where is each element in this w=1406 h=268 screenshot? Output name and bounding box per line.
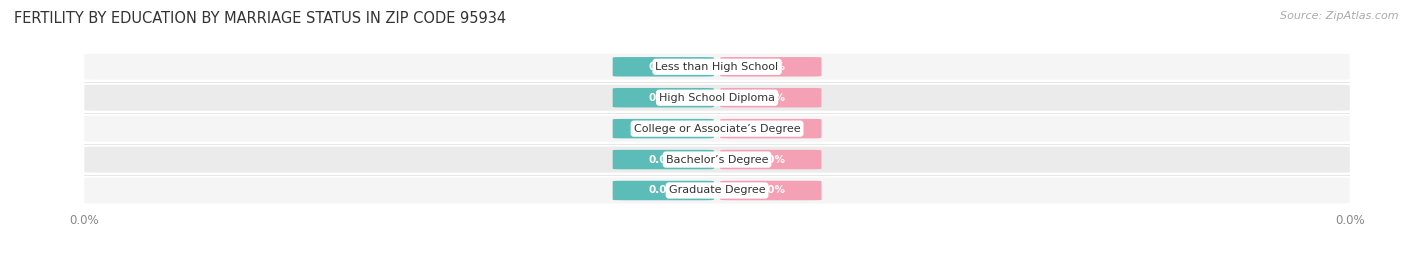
FancyBboxPatch shape — [84, 54, 1350, 80]
Text: 0.0%: 0.0% — [648, 93, 678, 103]
FancyBboxPatch shape — [720, 57, 821, 77]
Text: 0.0%: 0.0% — [648, 155, 678, 165]
FancyBboxPatch shape — [613, 119, 714, 138]
Text: College or Associate’s Degree: College or Associate’s Degree — [634, 124, 800, 134]
FancyBboxPatch shape — [84, 177, 1350, 203]
FancyBboxPatch shape — [720, 150, 821, 169]
FancyBboxPatch shape — [613, 57, 714, 77]
FancyBboxPatch shape — [84, 116, 1350, 142]
Text: 0.0%: 0.0% — [756, 124, 786, 134]
Text: High School Diploma: High School Diploma — [659, 93, 775, 103]
Text: Less than High School: Less than High School — [655, 62, 779, 72]
Text: Source: ZipAtlas.com: Source: ZipAtlas.com — [1281, 11, 1399, 21]
Text: 0.0%: 0.0% — [756, 93, 786, 103]
Text: 0.0%: 0.0% — [756, 155, 786, 165]
FancyBboxPatch shape — [613, 150, 714, 169]
Text: FERTILITY BY EDUCATION BY MARRIAGE STATUS IN ZIP CODE 95934: FERTILITY BY EDUCATION BY MARRIAGE STATU… — [14, 11, 506, 26]
FancyBboxPatch shape — [720, 88, 821, 107]
FancyBboxPatch shape — [613, 181, 714, 200]
FancyBboxPatch shape — [613, 88, 714, 107]
FancyBboxPatch shape — [84, 85, 1350, 111]
Text: 0.0%: 0.0% — [756, 62, 786, 72]
Text: 0.0%: 0.0% — [648, 124, 678, 134]
Text: 0.0%: 0.0% — [648, 62, 678, 72]
FancyBboxPatch shape — [720, 181, 821, 200]
Text: Graduate Degree: Graduate Degree — [669, 185, 765, 195]
Text: 0.0%: 0.0% — [648, 185, 678, 195]
Text: 0.0%: 0.0% — [756, 185, 786, 195]
FancyBboxPatch shape — [720, 119, 821, 138]
FancyBboxPatch shape — [84, 147, 1350, 173]
Text: Bachelor’s Degree: Bachelor’s Degree — [666, 155, 768, 165]
